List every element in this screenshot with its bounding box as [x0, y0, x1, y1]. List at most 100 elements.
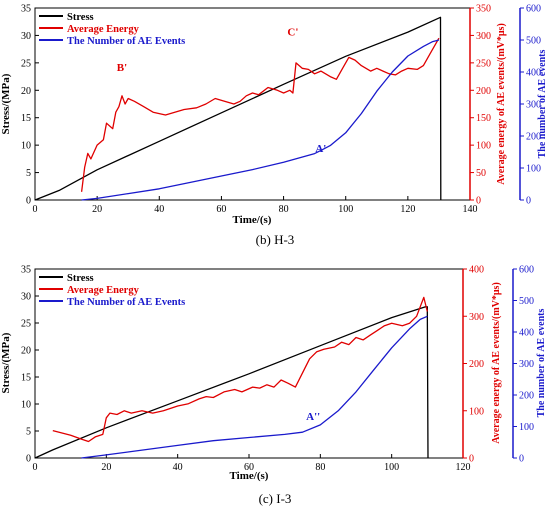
annotation-label: A'': [306, 411, 320, 423]
legend-label: Average Energy: [67, 285, 140, 296]
y-right1-tick-label: 350: [476, 4, 491, 15]
x-axis-ticks-i3: 0 20 40 60 80 100 120: [33, 454, 471, 473]
caption-h3: (b) H-3: [255, 232, 295, 247]
x-tick-label: 60: [216, 204, 226, 215]
y-right2-tick-label: 0: [519, 454, 524, 465]
y-right2-tick-label: 200: [519, 391, 534, 402]
y-left-tick-label: 30: [21, 292, 31, 303]
y-left-tick-label: 35: [21, 4, 31, 15]
y-right1-tick-label: 0: [476, 196, 481, 207]
x-tick-label: 20: [92, 204, 102, 215]
y-left-tick-label: 20: [21, 346, 31, 357]
annotation-label: B': [117, 62, 127, 74]
y-left-tick-label: 20: [21, 86, 31, 97]
stress-line: [34, 16, 442, 201]
y-right2-tick-label: 100: [526, 164, 541, 175]
y-right2-tick-label: 500: [519, 296, 534, 307]
x-tick-label: 120: [400, 204, 415, 215]
x-tick-label: 40: [173, 462, 183, 473]
y-right2-tick-label: 400: [526, 68, 541, 79]
y-right1-ticks-i3: 0 100 200 300 400: [462, 265, 484, 465]
series-group-i3: [34, 296, 429, 459]
y-left-label-h3: Stress/(MPa): [0, 73, 12, 134]
y-left-label-i3: Stress/(MPa): [0, 332, 12, 393]
y-right1-tick-label: 400: [469, 265, 484, 276]
y-left-tick-label: 25: [21, 58, 31, 69]
y-right2-label-i3: The number of AE events: [536, 309, 547, 418]
y-right1-tick-label: 250: [476, 58, 491, 69]
x-tick-label: 40: [154, 204, 164, 215]
y-right2-tick-label: 300: [526, 100, 541, 111]
y-left-tick-label: 25: [21, 319, 31, 330]
y-right1-label-h3: Average energy of AE events/(mV*μs): [496, 23, 507, 185]
y-left-tick-label: 0: [26, 196, 31, 207]
y-right2-label-h3: The number of AE events: [537, 50, 548, 159]
y-right2-ticks-i3: 0 100 200 300 400 500 600: [512, 265, 534, 465]
y-left-tick-label: 15: [21, 113, 31, 124]
legend-label: Stress: [67, 12, 94, 23]
legend-label: The Number of AE Events: [67, 36, 185, 47]
stress-line: [34, 306, 429, 459]
y-left-tick-label: 10: [21, 400, 31, 411]
x-tick-label: 140: [463, 204, 478, 215]
y-right1-label-i3: Average energy of AE events/(mV*μs): [491, 282, 502, 444]
x-tick-label: 120: [456, 462, 471, 473]
annotations-h3: B' C' A': [117, 26, 327, 155]
events-line: [81, 39, 440, 201]
y-right2-tick-label: 400: [519, 328, 534, 339]
y-left-ticks-i3: 0 5 10 15 20 25 30 35: [21, 265, 39, 465]
y-right2-tick-label: 300: [519, 359, 534, 370]
y-right1-ticks-h3: 0 50 100 150 200 250 300 350: [469, 4, 491, 207]
x-tick-label: 0: [33, 462, 38, 473]
legend-label: Average Energy: [67, 24, 140, 35]
y-right1-tick-label: 300: [469, 312, 484, 323]
y-right2-tick-label: 500: [526, 36, 541, 47]
x-tick-label: 0: [33, 204, 38, 215]
y-left-ticks-h3: 0 5 10 15 20 25 30 35: [21, 4, 39, 207]
y-left-tick-label: 5: [26, 168, 31, 179]
y-right2-ticks-h3: 0 100 200 300 400 500 600: [519, 4, 541, 207]
x-axis-label-h3: Time/(s): [233, 214, 272, 226]
series-group-h3: [34, 16, 442, 201]
x-axis-label-i3: Time/(s): [230, 470, 269, 482]
y-right1-tick-label: 100: [469, 406, 484, 417]
x-tick-label: 20: [101, 462, 111, 473]
y-left-tick-label: 15: [21, 373, 31, 384]
annotations-i3: A'': [306, 411, 320, 423]
y-right2-tick-label: 600: [519, 265, 534, 276]
chart-h3: 0 20 40 60 80 100 120 140 0 5 10 15 20 25 30 35 0 50 100…: [0, 4, 548, 227]
x-tick-label: 100: [384, 462, 399, 473]
energy-line: [52, 296, 428, 443]
caption-i3: (c) I-3: [258, 491, 292, 506]
y-right1-tick-label: 150: [476, 113, 491, 124]
y-right1-tick-label: 200: [469, 359, 484, 370]
y-left-tick-label: 30: [21, 31, 31, 42]
annotation-label: C': [287, 26, 298, 38]
y-right1-tick-label: 300: [476, 31, 491, 42]
y-left-tick-label: 10: [21, 141, 31, 152]
chart-i3: 0 20 40 60 80 100 120 0 5 10 15 20 25 30 35 0 100 200 30…: [0, 265, 547, 483]
y-right2-tick-label: 100: [519, 422, 534, 433]
y-left-tick-label: 35: [21, 265, 31, 276]
y-right2-tick-label: 200: [526, 132, 541, 143]
energy-line: [80, 37, 440, 192]
x-tick-label: 80: [279, 204, 289, 215]
y-left-tick-label: 0: [26, 454, 31, 465]
legend-label: Stress: [67, 273, 94, 284]
legend-label: The Number of AE Events: [67, 297, 185, 308]
y-right2-tick-label: 600: [526, 4, 541, 15]
x-tick-label: 60: [244, 462, 254, 473]
y-right1-tick-label: 200: [476, 86, 491, 97]
y-right1-tick-label: 50: [476, 168, 486, 179]
events-line: [81, 315, 428, 459]
y-right2-tick-label: 0: [526, 196, 531, 207]
y-left-tick-label: 5: [26, 427, 31, 438]
x-tick-label: 100: [338, 204, 353, 215]
annotation-label: A': [315, 143, 326, 155]
y-right1-tick-label: 100: [476, 141, 491, 152]
y-right1-tick-label: 0: [469, 454, 474, 465]
x-tick-label: 80: [315, 462, 325, 473]
